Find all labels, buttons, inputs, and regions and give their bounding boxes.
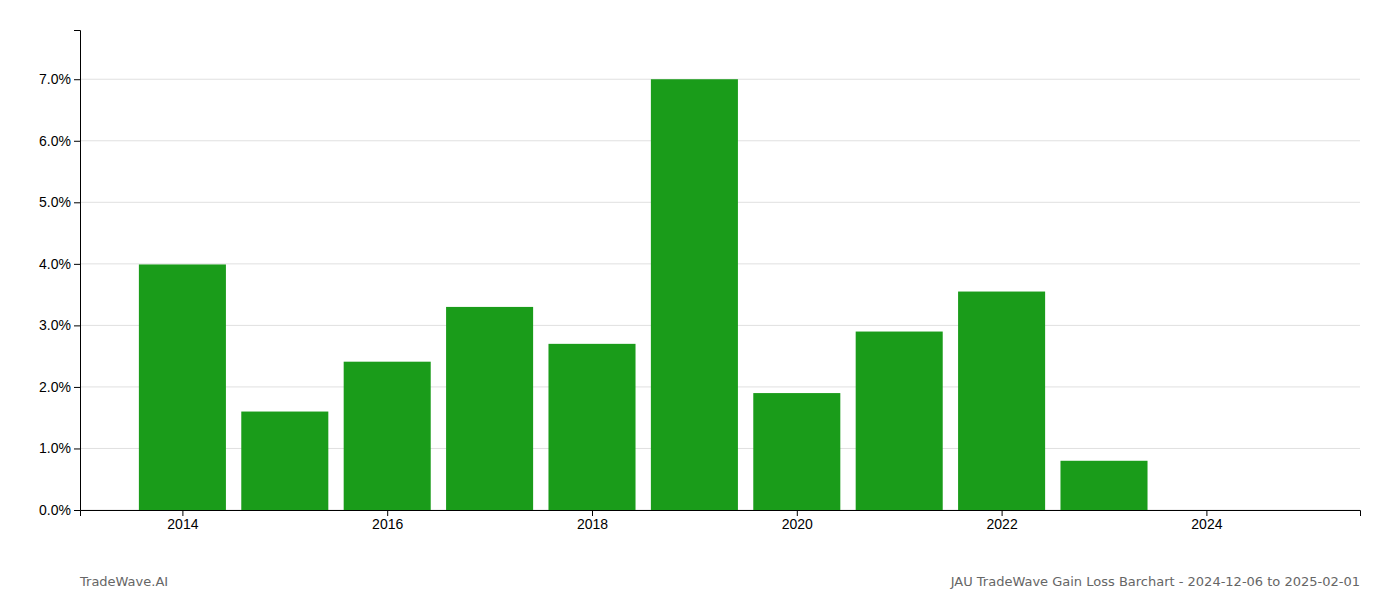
y-tick: 1.0%: [39, 440, 80, 456]
y-tick-label: 3.0%: [39, 317, 71, 333]
y-tick-label: 5.0%: [39, 194, 71, 210]
chart: 2014 2016 2018 2020 2022 2024 0.0% 1.0% 2.0% 3.0%…: [0, 0, 1400, 600]
x-tick: 2018: [577, 510, 608, 532]
y-tick: 5.0%: [39, 194, 80, 210]
bar: [548, 344, 635, 510]
x-tick: 2014: [167, 510, 198, 532]
x-tick-label: 2024: [1191, 516, 1222, 532]
y-tick: 0.0%: [39, 502, 80, 518]
y-tick: 3.0%: [39, 317, 80, 333]
x-tick-label: 2020: [782, 516, 813, 532]
bar: [651, 79, 738, 510]
x-axis: 2014 2016 2018 2020 2022 2024: [81, 510, 1361, 532]
bars: [139, 79, 1148, 510]
x-tick: 2024: [1191, 510, 1222, 532]
y-tick-label: 0.0%: [39, 502, 71, 518]
bar: [958, 292, 1045, 510]
y-axis-line: [74, 31, 81, 511]
x-tick: 2020: [782, 510, 813, 532]
plot: 2014 2016 2018 2020 2022 2024 0.0% 1.0% 2.0% 3.0%…: [39, 31, 1360, 532]
bar: [1163, 510, 1250, 511]
footer-left: TradeWave.AI: [79, 574, 168, 589]
bar: [856, 332, 943, 510]
x-axis-line: [81, 511, 1361, 517]
footer-right: JAU TradeWave Gain Loss Barchart - 2024-…: [950, 574, 1360, 589]
x-tick-label: 2014: [167, 516, 198, 532]
y-tick-mark: [74, 448, 80, 449]
bar: [753, 393, 840, 510]
y-axis: 0.0% 1.0% 2.0% 3.0% 4.0% 5.0% 6.0% 7.0%: [39, 31, 80, 518]
y-tick-mark: [74, 510, 80, 511]
bar: [139, 264, 226, 510]
y-tick-label: 7.0%: [39, 71, 71, 87]
bar: [344, 362, 431, 510]
y-tick: 4.0%: [39, 256, 80, 272]
bar: [1060, 461, 1147, 510]
x-tick: 2016: [372, 510, 403, 532]
x-tick-label: 2016: [372, 516, 403, 532]
y-tick: 7.0%: [39, 71, 80, 87]
x-tick-label: 2022: [987, 516, 1018, 532]
grid: [80, 79, 1360, 510]
y-tick-mark: [74, 325, 80, 326]
x-tick-label: 2018: [577, 516, 608, 532]
y-tick-mark: [74, 79, 80, 80]
bar: [241, 412, 328, 510]
y-tick-label: 4.0%: [39, 256, 71, 272]
y-tick-mark: [74, 387, 80, 388]
y-tick-mark: [74, 264, 80, 265]
y-tick-label: 6.0%: [39, 133, 71, 149]
y-tick-mark: [74, 202, 80, 203]
y-tick-label: 2.0%: [39, 379, 71, 395]
y-tick: 6.0%: [39, 133, 80, 149]
x-tick: 2022: [987, 510, 1018, 532]
y-tick-label: 1.0%: [39, 440, 71, 456]
bar: [446, 307, 533, 510]
y-tick-mark: [74, 141, 80, 142]
y-tick: 2.0%: [39, 379, 80, 395]
